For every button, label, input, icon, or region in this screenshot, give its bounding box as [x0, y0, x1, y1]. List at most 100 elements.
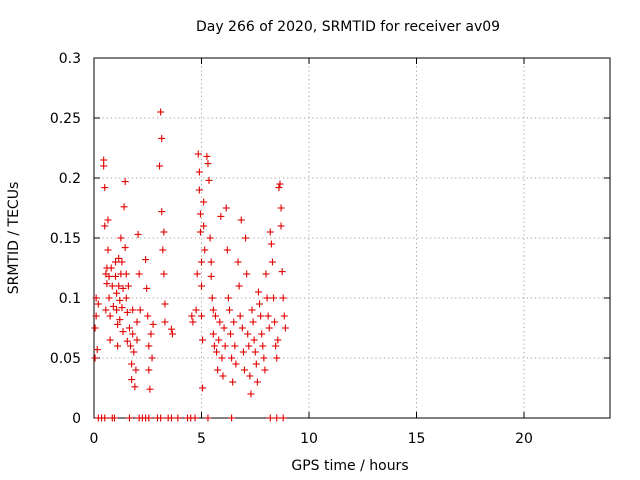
data-point: [218, 354, 226, 362]
data-point: [277, 222, 285, 230]
data-point: [128, 360, 136, 368]
data-point: [115, 282, 123, 290]
y-tick-label: 0.15: [50, 231, 81, 247]
data-point: [231, 342, 239, 350]
data-point: [279, 294, 287, 302]
data-point: [260, 354, 268, 362]
data-point: [217, 212, 225, 220]
data-point: [251, 348, 259, 356]
data-point: [279, 414, 287, 422]
data-point: [93, 346, 101, 354]
data-point: [134, 230, 142, 238]
data-point: [247, 390, 255, 398]
data-point: [92, 312, 100, 320]
data-point: [274, 336, 282, 344]
data-point: [239, 348, 247, 356]
data-point: [203, 152, 211, 160]
data-point: [107, 264, 115, 272]
data-point: [225, 306, 233, 314]
data-point: [224, 294, 232, 302]
data-point: [206, 234, 214, 242]
data-point: [122, 270, 130, 278]
data-point: [145, 342, 153, 350]
data-point: [109, 302, 117, 310]
data-point: [119, 284, 127, 292]
data-point: [272, 342, 280, 350]
data-point: [105, 272, 113, 280]
data-point: [220, 324, 228, 332]
data-point: [158, 134, 166, 142]
data-point: [188, 312, 196, 320]
x-tick-label: 20: [515, 431, 533, 447]
data-point: [256, 300, 264, 308]
data-point: [199, 384, 207, 392]
data-point: [189, 318, 197, 326]
data-point: [228, 414, 236, 422]
data-point: [242, 234, 250, 242]
data-point: [241, 366, 248, 374]
data-point: [174, 414, 182, 422]
plot-frame: [93, 57, 611, 419]
data-point: [210, 342, 218, 350]
data-point: [219, 372, 227, 380]
data-point: [157, 414, 165, 422]
data-point: [118, 258, 126, 266]
data-point: [94, 300, 102, 308]
data-point: [123, 337, 131, 345]
data-point: [102, 306, 110, 314]
data-point: [204, 160, 212, 168]
data-point: [133, 318, 141, 326]
data-point: [101, 414, 109, 422]
data-point: [167, 414, 175, 422]
y-tick-label: 0.05: [50, 351, 81, 367]
data-point: [249, 318, 257, 326]
data-point: [199, 336, 207, 344]
data-point: [121, 178, 129, 186]
y-tick-label: 0.1: [59, 291, 81, 307]
data-point: [91, 324, 99, 332]
data-point: [222, 204, 230, 212]
data-point: [276, 180, 284, 188]
data-point: [196, 228, 204, 236]
data-point: [207, 272, 215, 280]
data-point: [130, 348, 138, 356]
data-point: [156, 162, 164, 170]
data-point: [278, 268, 286, 276]
data-point: [110, 414, 118, 422]
chart-title: Day 266 of 2020, SRMTID for receiver av0…: [196, 19, 500, 35]
data-point: [91, 354, 99, 362]
data-point: [209, 330, 217, 338]
x-axis-label: GPS time / hours: [291, 458, 408, 474]
data-point: [273, 354, 281, 362]
x-tick-label: 10: [300, 431, 318, 447]
data-point: [213, 348, 221, 356]
data-point: [119, 328, 127, 336]
data-point: [205, 176, 213, 184]
data-point: [129, 306, 137, 314]
data-point: [132, 366, 140, 374]
tick-marks: [93, 57, 610, 419]
data-point: [244, 330, 252, 338]
data-point: [112, 272, 119, 280]
data-point: [161, 300, 169, 308]
data-point: [216, 318, 224, 326]
data-point: [127, 342, 135, 350]
data-point: [201, 246, 209, 254]
data-point: [147, 330, 155, 338]
data-point: [198, 258, 205, 266]
data-point: [237, 216, 245, 224]
data-point: [257, 312, 265, 320]
data-point: [149, 320, 157, 328]
data-point: [100, 162, 108, 170]
data-point: [254, 288, 262, 296]
data-point: [207, 258, 215, 266]
data-point: [123, 308, 131, 316]
data-point: [281, 324, 289, 332]
y-tick-label: 0: [72, 411, 81, 427]
data-point: [116, 296, 124, 304]
data-point: [145, 414, 153, 422]
data-point: [167, 325, 175, 333]
data-point: [106, 336, 114, 344]
data-point: [160, 228, 168, 236]
